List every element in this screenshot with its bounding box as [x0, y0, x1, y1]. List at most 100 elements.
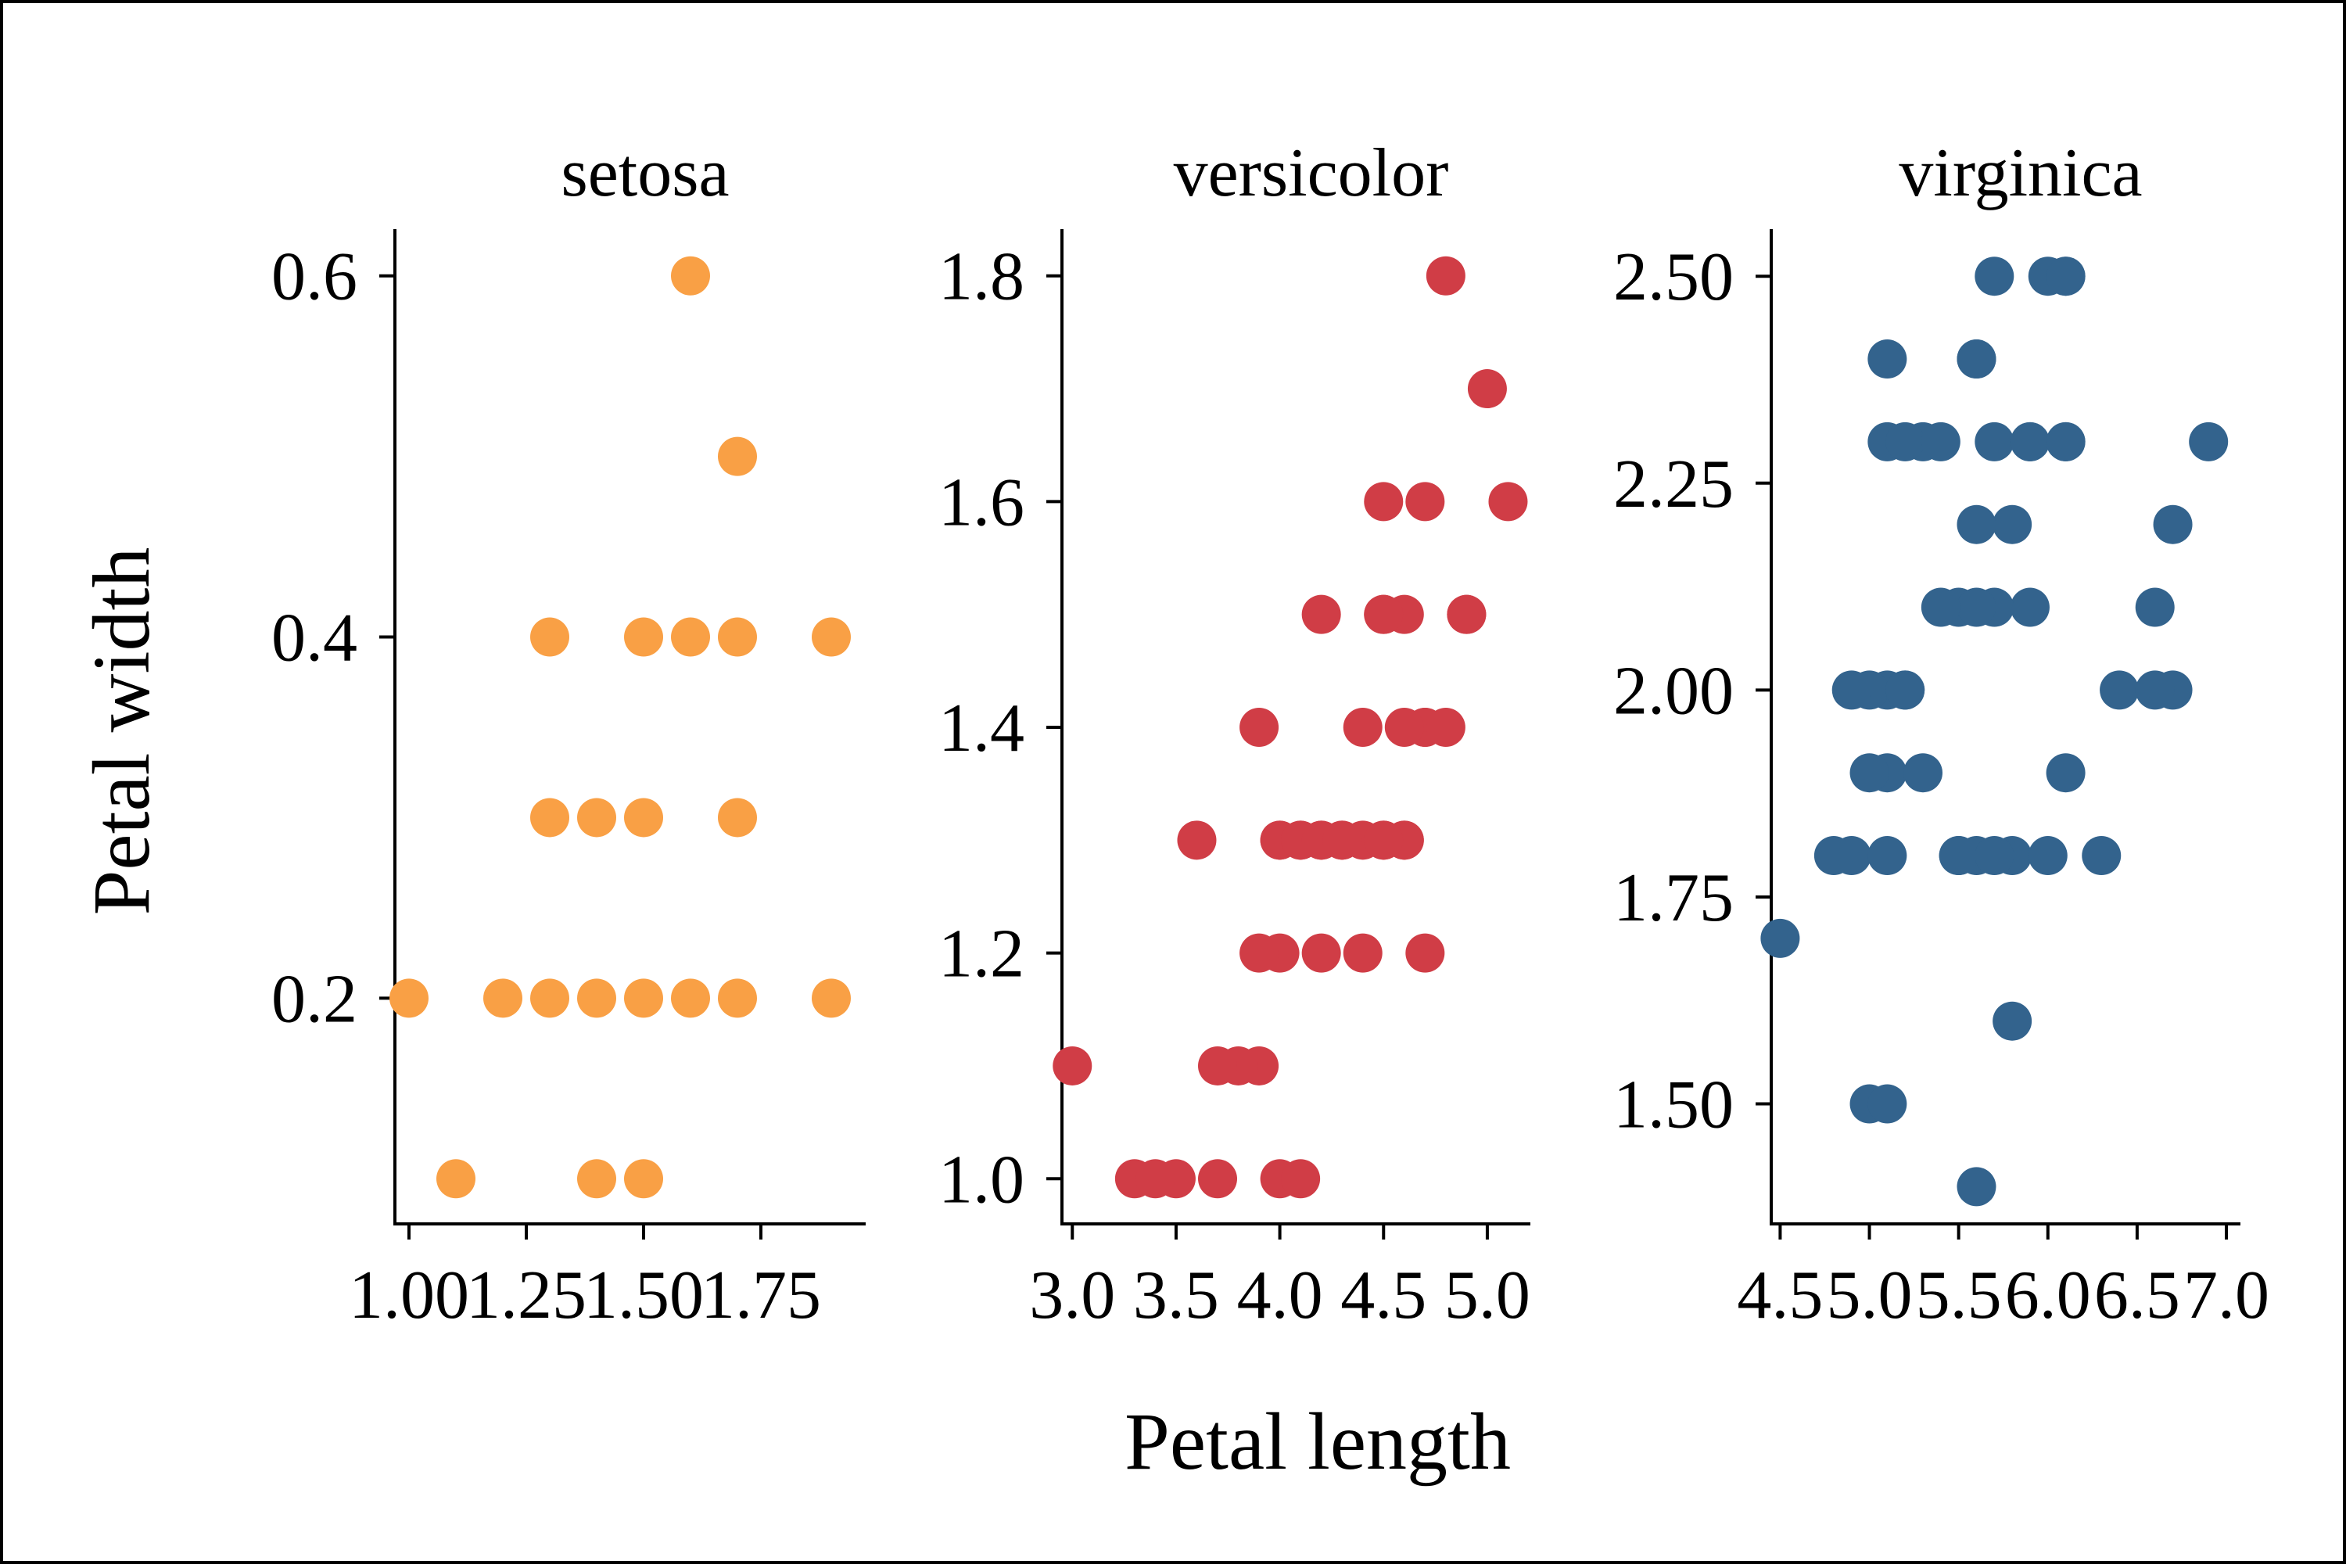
x-tick-label: 5.0: [1827, 1258, 1913, 1333]
data-point-setosa: [577, 1159, 616, 1199]
data-point-virginica: [1975, 257, 2014, 296]
x-tick-label: 5.0: [1444, 1258, 1530, 1333]
data-point-virginica: [2153, 504, 2193, 544]
panel-setosa: setosa 1.001.251.501.75 0.2 0.4 0.6: [271, 135, 866, 1333]
x-tick-label: 6.5: [2094, 1258, 2180, 1333]
y-tick-label: 2.50: [1613, 239, 1734, 315]
data-point-virginica: [1867, 339, 1907, 379]
data-point-versicolor: [1447, 594, 1487, 634]
x-tick-label: 5.5: [1916, 1258, 2002, 1333]
x-tick-label: 1.50: [583, 1258, 704, 1333]
data-point-virginica: [2028, 836, 2068, 876]
y-tick-label: 1.0: [938, 1142, 1024, 1218]
data-point-versicolor: [1343, 708, 1383, 747]
y-tick-label: 1.6: [938, 465, 1024, 540]
data-point-virginica: [1957, 1167, 1996, 1207]
x-tick-label: 4.5: [1737, 1258, 1823, 1333]
data-point-versicolor: [1198, 1046, 1237, 1085]
data-point-setosa: [389, 978, 429, 1018]
x-tick-label: 1.00: [349, 1258, 469, 1333]
data-point-versicolor: [1198, 1159, 1237, 1199]
data-point-versicolor: [1405, 933, 1445, 973]
x-axis-title: Petal length: [1125, 1397, 1511, 1487]
data-point-virginica: [2010, 422, 2050, 461]
data-point-virginica: [2189, 422, 2229, 461]
y-tick-label: 1.2: [938, 917, 1024, 992]
data-point-versicolor: [1177, 820, 1217, 860]
y-tick-label: 1.75: [1613, 860, 1734, 936]
data-point-versicolor: [1426, 256, 1465, 296]
data-point-virginica: [1831, 670, 1871, 710]
panel-title: setosa: [561, 135, 729, 211]
data-point-virginica: [2135, 670, 2175, 710]
x-tick-label: 3.5: [1133, 1258, 1219, 1333]
data-point-setosa: [671, 256, 710, 296]
y-tick-label: 0.4: [271, 601, 357, 676]
data-point-virginica: [2046, 422, 2086, 461]
data-point-virginica: [2046, 753, 2086, 793]
data-point-setosa: [671, 978, 710, 1018]
data-point-virginica: [1813, 836, 1853, 876]
data-point-setosa: [624, 798, 663, 838]
data-point-virginica: [1921, 422, 1960, 461]
data-point-versicolor: [1467, 369, 1507, 409]
data-point-versicolor: [1384, 708, 1424, 747]
data-point-setosa: [718, 798, 757, 838]
data-point-versicolor: [1301, 594, 1341, 634]
x-tick-label: 4.0: [1237, 1258, 1323, 1333]
data-point-virginica: [1885, 670, 1925, 710]
y-tick-label: 2.25: [1613, 447, 1734, 522]
data-point-versicolor: [1301, 933, 1341, 973]
data-point-setosa: [671, 617, 710, 657]
data-point-versicolor: [1135, 1159, 1175, 1199]
data-point-versicolor: [1364, 594, 1404, 634]
data-point-versicolor: [1239, 933, 1279, 973]
x-tick-label: 6.0: [2005, 1258, 2091, 1333]
data-point-setosa: [812, 617, 851, 657]
y-tick-label: 2.00: [1613, 653, 1734, 729]
data-point-setosa: [624, 617, 663, 657]
y-axis-title: Petal width: [77, 547, 167, 916]
x-tick-label: 3.0: [1029, 1258, 1115, 1333]
data-point-versicolor: [1239, 708, 1279, 747]
data-point-virginica: [1993, 1001, 2032, 1041]
data-point-virginica: [1975, 422, 2014, 461]
data-point-versicolor: [1343, 933, 1383, 973]
data-point-virginica: [2135, 587, 2175, 627]
data-point-virginica: [1760, 918, 1800, 958]
data-point-virginica: [1993, 504, 2032, 544]
data-point-setosa: [530, 978, 569, 1018]
data-point-virginica: [1885, 422, 1925, 461]
x-tick-label: 1.75: [701, 1258, 821, 1333]
data-point-virginica: [1867, 1084, 1907, 1124]
data-point-virginica: [2100, 670, 2140, 710]
data-point-versicolor: [1322, 820, 1362, 860]
data-point-versicolor: [1488, 482, 1528, 522]
data-point-setosa: [530, 798, 569, 838]
panel-versicolor: versicolor 3.0 3.5 4.0 4.5 5.0 1.0 1.2 1.4 1.6 1.8: [938, 135, 1530, 1333]
data-point-virginica: [1849, 753, 1889, 793]
data-point-versicolor: [1053, 1046, 1092, 1085]
x-tick-label: 4.5: [1340, 1258, 1426, 1333]
panel-title: virginica: [1899, 135, 2142, 211]
data-point-setosa: [718, 617, 757, 657]
data-point-setosa: [718, 436, 757, 476]
data-point-virginica: [2010, 587, 2050, 627]
panel-virginica: virginica 4.5 5.0 5.5 6.0 6.5 7.0 1.50 1.75 2.00 2…: [1613, 135, 2269, 1333]
data-point-setosa: [436, 1159, 475, 1199]
data-point-virginica: [1957, 504, 1996, 544]
data-point-virginica: [1957, 339, 1996, 379]
data-point-setosa: [577, 798, 616, 838]
data-point-versicolor: [1364, 482, 1404, 522]
data-point-setosa: [483, 978, 522, 1018]
data-point-versicolor: [1405, 482, 1445, 522]
data-point-setosa: [812, 978, 851, 1018]
x-tick-label: 7.0: [2183, 1258, 2269, 1333]
data-point-versicolor: [1364, 820, 1404, 860]
data-point-virginica: [2046, 257, 2086, 296]
data-point-virginica: [1975, 836, 2014, 876]
data-point-virginica: [1921, 587, 1960, 627]
